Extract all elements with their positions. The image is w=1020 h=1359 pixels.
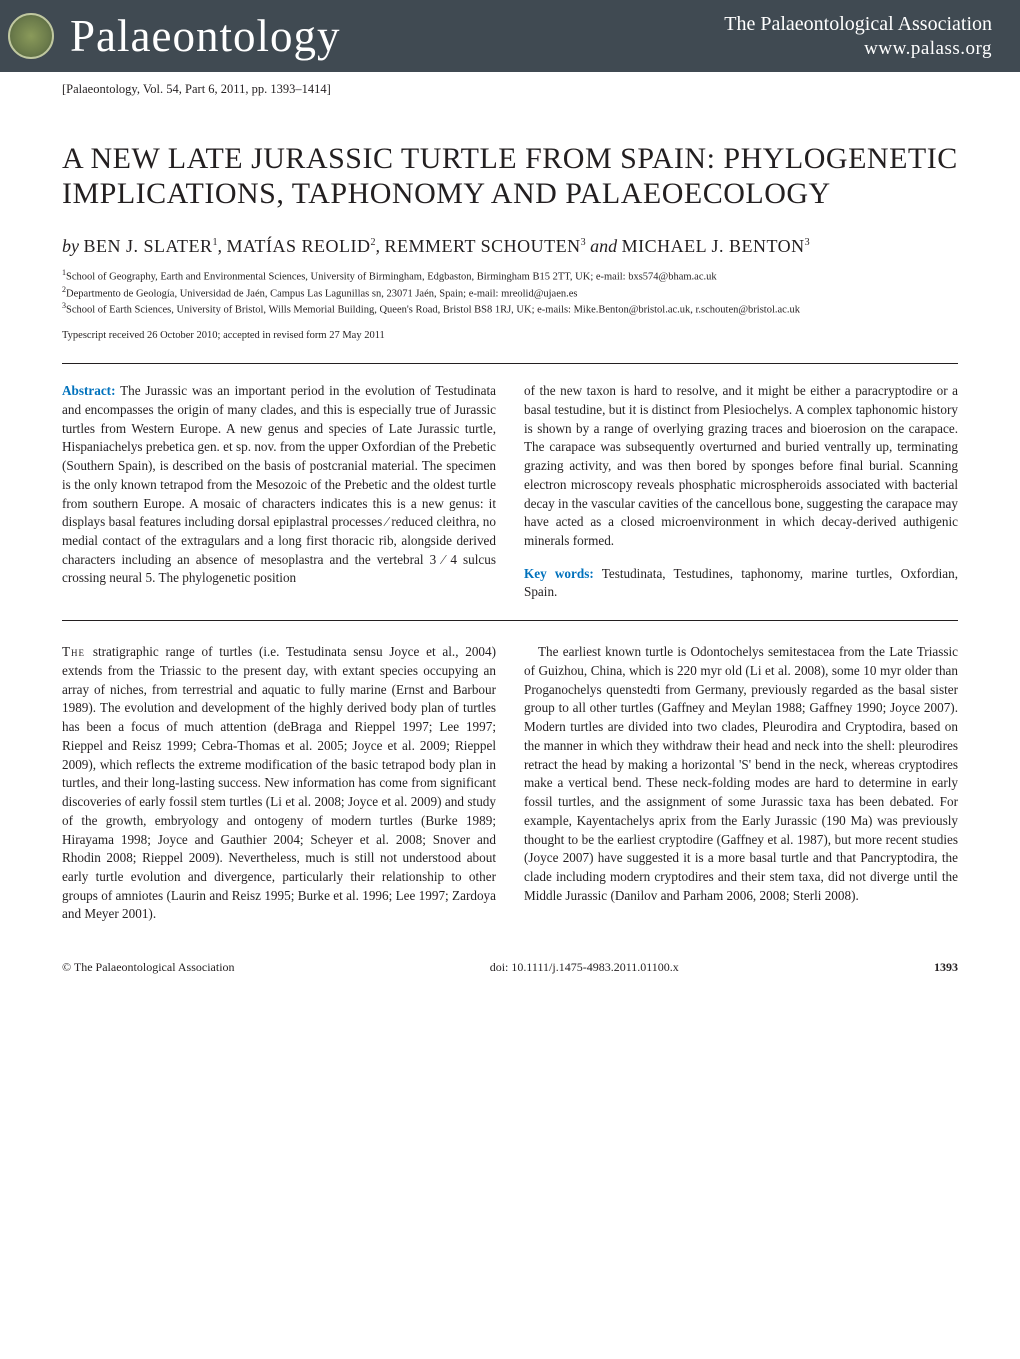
body-right-col: The earliest known turtle is Odontochely… bbox=[524, 643, 958, 924]
affiliation-1: 1School of Geography, Earth and Environm… bbox=[62, 268, 958, 285]
author-4-sup: 3 bbox=[805, 237, 810, 248]
body-left-col: The stratigraphic range of turtles (i.e.… bbox=[62, 643, 496, 924]
by-word: by bbox=[62, 236, 79, 256]
keywords-line: Key words: Testudinata, Testudines, taph… bbox=[524, 565, 958, 602]
affil-2-text: Departmento de Geología, Universidad de … bbox=[66, 288, 578, 299]
body-columns: The stratigraphic range of turtles (i.e.… bbox=[62, 621, 958, 924]
affil-1-text: School of Geography, Earth and Environme… bbox=[66, 272, 717, 283]
affiliation-3: 3School of Earth Sciences, University of… bbox=[62, 301, 958, 318]
author-2: MATÍAS REOLID bbox=[227, 236, 371, 256]
abstract-right: of the new taxon is hard to resolve, and… bbox=[524, 382, 958, 551]
association-name: The Palaeontological Association bbox=[724, 12, 992, 37]
footer-doi: doi: 10.1111/j.1475-4983.2011.01100.x bbox=[235, 960, 934, 975]
article-main: A NEW LATE JURASSIC TURTLE FROM SPAIN: P… bbox=[0, 103, 1020, 924]
association-url: www.palass.org bbox=[724, 37, 992, 61]
affil-3-text: School of Earth Sciences, University of … bbox=[66, 305, 800, 316]
author-3-sup: 3 bbox=[581, 237, 586, 248]
abstract-label: Abstract: bbox=[62, 383, 115, 398]
author-1: BEN J. SLATER bbox=[84, 236, 213, 256]
author-2-sup: 2 bbox=[371, 237, 376, 248]
footer-page-number: 1393 bbox=[934, 960, 958, 975]
header-association: The Palaeontological Association www.pal… bbox=[724, 12, 992, 61]
abstract-left-text: The Jurassic was an important period in … bbox=[62, 383, 496, 585]
body-left-text: stratigraphic range of turtles (i.e. Tes… bbox=[62, 644, 496, 921]
author-3: REMMERT SCHOUTEN bbox=[385, 236, 581, 256]
abstract-left: Abstract: The Jurassic was an important … bbox=[62, 382, 496, 588]
received-line: Typescript received 26 October 2010; acc… bbox=[62, 330, 958, 341]
and-word: and bbox=[590, 236, 617, 256]
author-1-sup: 1 bbox=[213, 237, 218, 248]
journal-title: Palaeontology bbox=[66, 10, 724, 62]
journal-header: Palaeontology The Palaeontological Assoc… bbox=[0, 0, 1020, 72]
affiliation-2: 2Departmento de Geología, Universidad de… bbox=[62, 285, 958, 302]
footer-copyright: © The Palaeontological Association bbox=[62, 960, 235, 975]
abstract-block: Abstract: The Jurassic was an important … bbox=[62, 364, 958, 620]
keywords-label: Key words: bbox=[524, 566, 594, 581]
article-title: A NEW LATE JURASSIC TURTLE FROM SPAIN: P… bbox=[62, 141, 958, 212]
page-footer: © The Palaeontological Association doi: … bbox=[0, 924, 1020, 999]
author-4: MICHAEL J. BENTON bbox=[622, 236, 805, 256]
citation-line: [Palaeontology, Vol. 54, Part 6, 2011, p… bbox=[0, 72, 1020, 103]
body-right-para: The earliest known turtle is Odontochely… bbox=[524, 643, 958, 905]
abstract-left-col: Abstract: The Jurassic was an important … bbox=[62, 382, 496, 602]
authors-line: by BEN J. SLATER1, MATÍAS REOLID2, REMME… bbox=[62, 234, 958, 258]
body-left-para: The stratigraphic range of turtles (i.e.… bbox=[62, 643, 496, 924]
body-lead-caps: The bbox=[62, 644, 93, 659]
affiliations: 1School of Geography, Earth and Environm… bbox=[62, 268, 958, 318]
abstract-right-col: of the new taxon is hard to resolve, and… bbox=[524, 382, 958, 602]
journal-badge-icon bbox=[8, 13, 54, 59]
